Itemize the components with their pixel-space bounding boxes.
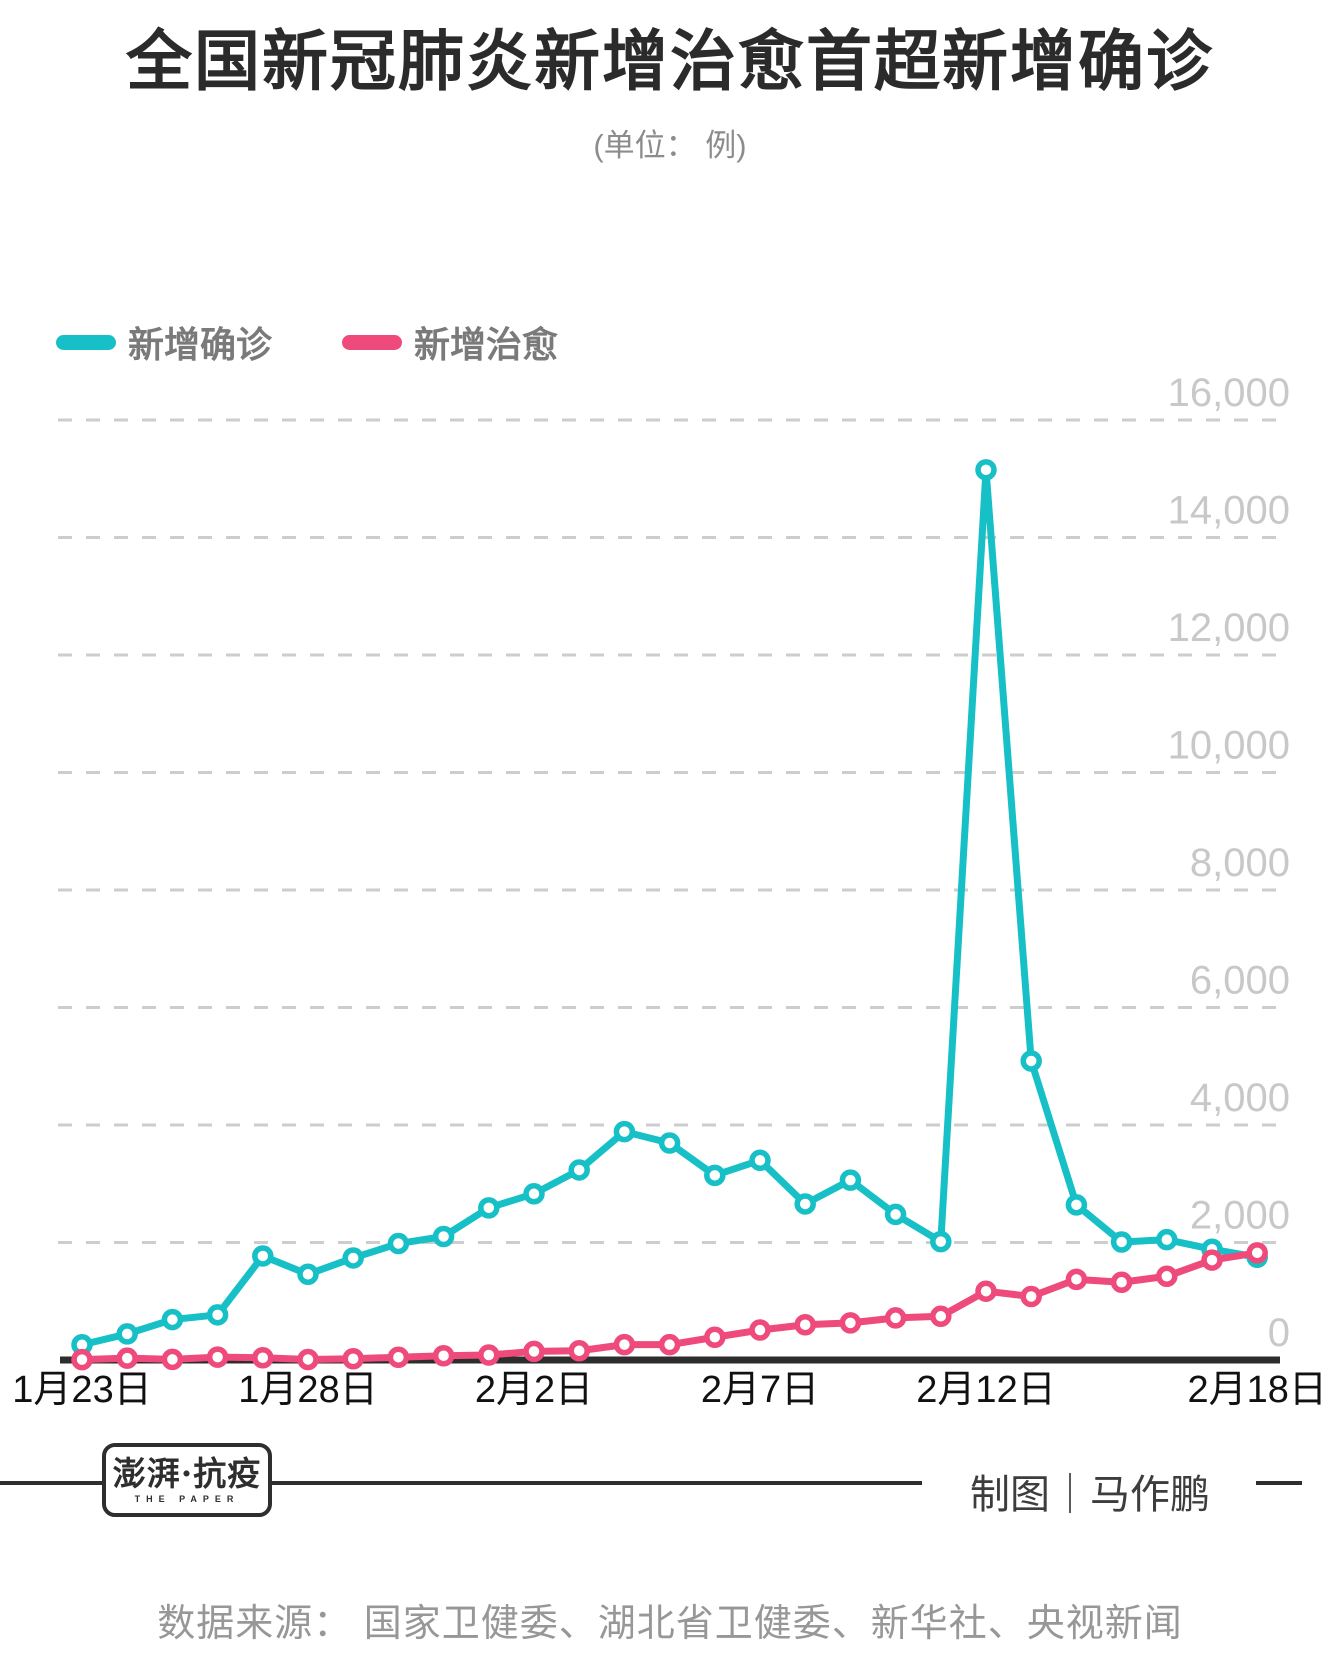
data-point-marker: [1065, 1194, 1088, 1216]
legend-swatch-cured-icon: [342, 334, 403, 350]
data-point-marker: [161, 1348, 184, 1371]
x-axis-label: 2月18日: [1187, 1369, 1326, 1411]
y-axis-label: 8,000: [1190, 841, 1290, 885]
legend-label-cured: 新增治愈: [414, 324, 559, 365]
paper-logo-subtext: THE PAPER: [134, 1493, 240, 1504]
data-point-marker: [297, 1263, 319, 1286]
data-point-marker: [930, 1305, 952, 1328]
data-point-marker: [252, 1245, 274, 1267]
page-title: 全国新冠肺炎新增治愈首超新增确诊: [126, 24, 1214, 98]
data-point-marker: [704, 1326, 726, 1349]
divider-line-right: [1256, 1481, 1302, 1485]
data-point-marker: [658, 1333, 681, 1356]
paper-logo: 澎湃·抗疫 THE PAPER: [102, 1443, 272, 1517]
x-axis-label: 2月2日: [475, 1369, 593, 1411]
x-axis-label: 1月28日: [238, 1369, 377, 1411]
legend-item-confirmed: 新增确诊: [56, 316, 272, 368]
data-point-marker: [568, 1159, 590, 1181]
data-point-marker: [1156, 1265, 1178, 1288]
data-point-marker: [432, 1345, 455, 1367]
data-point-marker: [206, 1346, 229, 1368]
legend-label-confirmed: 新增确诊: [128, 324, 273, 365]
divider-line-left: [0, 1481, 102, 1485]
data-point-marker: [794, 1314, 816, 1336]
legend-item-cured: 新增治愈: [342, 316, 558, 368]
credit-text: 制图｜马作鹏: [970, 1473, 1210, 1517]
data-point-marker: [749, 1319, 771, 1341]
data-point-marker: [1110, 1271, 1133, 1294]
data-point-marker: [71, 1348, 93, 1371]
legend-swatch-confirmed-icon: [56, 334, 116, 350]
data-point-marker: [884, 1307, 907, 1329]
data-point-marker: [1065, 1268, 1088, 1291]
data-point-marker: [432, 1225, 455, 1248]
x-axis-label: 2月12日: [916, 1369, 1055, 1411]
data-point-marker: [478, 1344, 500, 1366]
data-point-marker: [1156, 1228, 1178, 1251]
data-point-marker: [342, 1348, 364, 1370]
y-axis-label: 4,000: [1190, 1076, 1290, 1120]
data-point-marker: [116, 1323, 138, 1345]
data-point-marker: [342, 1247, 364, 1269]
y-axis-label: 14,000: [1168, 489, 1290, 533]
data-point-marker: [839, 1312, 862, 1334]
chart-area: 0 2,000 4,000 6,000 8,000 10,000 12,000 14,000 1…: [0, 350, 1340, 1430]
data-point-marker: [161, 1308, 184, 1331]
chart-legend: 新增确诊 新增治愈: [56, 318, 558, 366]
data-point-marker: [1201, 1249, 1223, 1271]
data-point-marker: [206, 1304, 229, 1326]
paper-logo-text: 澎湃·抗疫: [112, 1453, 262, 1493]
data-point-marker: [387, 1232, 410, 1255]
source-text: 数据来源： 国家卫健委、湖北省卫健委、新华社、央视新闻: [157, 1603, 1183, 1645]
data-point-marker: [568, 1340, 590, 1362]
data-point-marker: [1246, 1242, 1268, 1264]
page-subtitle: (单位： 例): [593, 128, 747, 163]
x-axis-label: 2月7日: [701, 1369, 819, 1411]
data-point-marker: [478, 1197, 500, 1219]
data-point-marker: [884, 1203, 907, 1226]
divider-line-middle: [272, 1481, 922, 1485]
data-point-marker: [749, 1149, 771, 1172]
x-axis-label: 1月23日: [12, 1369, 151, 1411]
chart-canvas: 0 2,000 4,000 6,000 8,000 10,000 12,000 14,000 1…: [12, 371, 1327, 1411]
data-point-marker: [387, 1346, 410, 1368]
data-point-marker: [116, 1347, 138, 1369]
data-point-marker: [658, 1132, 681, 1154]
data-point-marker: [1110, 1231, 1133, 1253]
y-axis-label: 12,000: [1168, 606, 1290, 650]
data-point-marker: [1020, 1050, 1042, 1072]
y-axis-label: 0: [1268, 1311, 1290, 1355]
data-point-marker: [523, 1340, 545, 1363]
data-point-marker: [704, 1164, 726, 1187]
data-point-marker: [930, 1230, 952, 1253]
data-point-marker: [1020, 1285, 1042, 1308]
data-point-marker: [297, 1348, 319, 1371]
y-axis-label: 16,000: [1168, 371, 1290, 415]
data-point-marker: [839, 1169, 862, 1191]
data-point-marker: [252, 1347, 274, 1369]
data-point-marker: [975, 1280, 997, 1302]
data-point-marker: [613, 1120, 636, 1143]
y-axis-label: 6,000: [1190, 959, 1290, 1003]
data-point-marker: [794, 1193, 816, 1215]
y-axis-label: 10,000: [1168, 724, 1290, 768]
data-point-marker: [613, 1333, 636, 1356]
y-axis-label: 2,000: [1190, 1194, 1290, 1238]
data-point-marker: [523, 1183, 545, 1205]
data-point-marker: [975, 459, 997, 481]
